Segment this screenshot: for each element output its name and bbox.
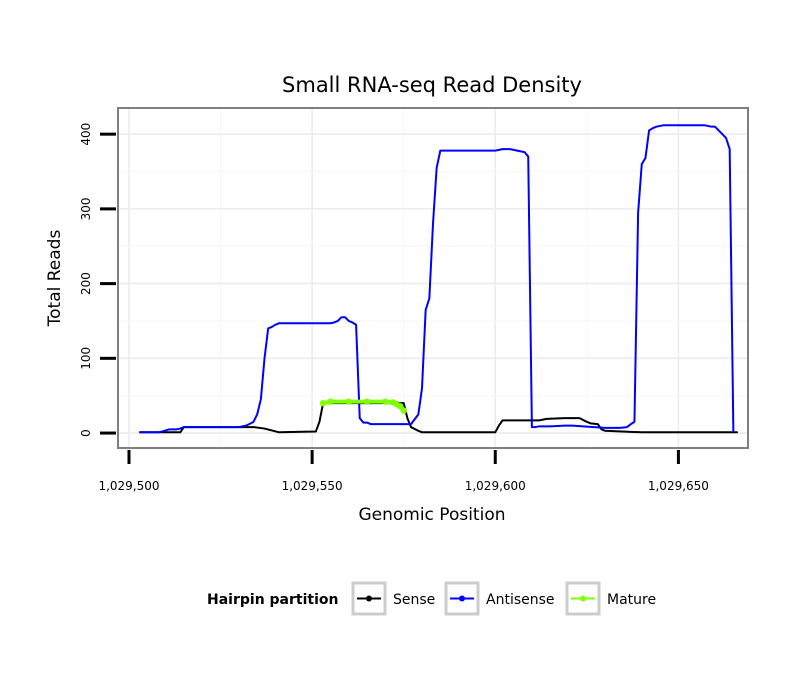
- legend-label-sense: Sense: [393, 592, 435, 608]
- mature-point: [400, 407, 407, 414]
- x-tick-label: 1,029,650: [648, 479, 709, 493]
- y-axis: 0 100 200 300 400: [79, 123, 116, 437]
- legend-point-sense: [366, 595, 372, 602]
- mature-point: [345, 398, 352, 405]
- mature-point: [396, 402, 404, 410]
- mature-point: [319, 399, 327, 407]
- plot-background: [118, 108, 748, 448]
- y-axis-title: Total Reads: [45, 230, 65, 328]
- series-line-antisense: [138, 124, 735, 434]
- mature-point: [363, 398, 371, 405]
- y-tick-label: 0: [79, 429, 93, 437]
- series-layer: [138, 124, 739, 434]
- x-tick-label: 1,029,550: [282, 479, 343, 493]
- legend-point-mature: [580, 595, 586, 602]
- y-tick-label: 400: [79, 123, 93, 146]
- chart-title: Small RNA-seq Read Density: [282, 73, 582, 97]
- mature-point: [327, 398, 334, 405]
- y-tick-label: 200: [79, 272, 93, 295]
- plot-border: [117, 107, 749, 449]
- legend: Hairpin partition Sense Antisense Mature: [207, 581, 656, 616]
- legend-title: Hairpin partition: [207, 592, 338, 608]
- legend-label-antisense: Antisense: [486, 592, 555, 608]
- y-tick-label: 300: [79, 197, 93, 220]
- x-axis-title: Genomic Position: [358, 505, 505, 525]
- x-tick-label: 1,029,500: [98, 479, 159, 493]
- x-tick-label: 1,029,600: [465, 479, 526, 493]
- series-line-sense: [138, 402, 739, 434]
- legend-point-antisense: [459, 595, 465, 602]
- mature-point: [382, 398, 389, 405]
- legend-label-mature: Mature: [607, 592, 656, 608]
- x-axis: 1,029,500 1,029,550 1,029,600 1,029,650: [98, 450, 709, 493]
- y-tick-label: 100: [79, 347, 93, 370]
